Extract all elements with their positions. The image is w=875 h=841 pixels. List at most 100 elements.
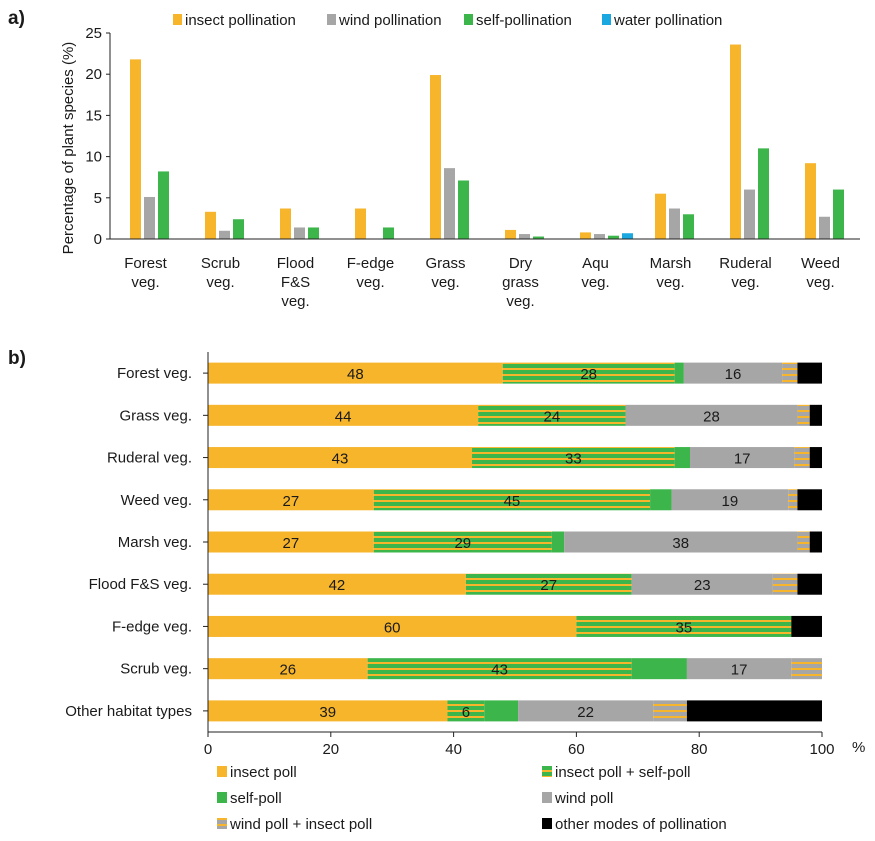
bar-wind-pollination-dry-grass-veg (519, 234, 530, 239)
data-label-insect-poll-self-poll-grass-veg: 24 (543, 408, 560, 425)
segment-wind-poll-insect-poll-scrub-veg (791, 658, 822, 680)
bar-wind-pollination-marsh-veg (669, 208, 680, 239)
bar-self-pollination-grass-veg (458, 180, 469, 239)
legend-swatch-insect-poll-self-poll (542, 766, 552, 777)
bar-insect-pollination-weed-veg (805, 163, 816, 239)
bar-self-pollination-dry-grass-veg (533, 236, 544, 239)
legend-label-self-poll: self-poll (230, 790, 282, 807)
panel-a-x-tick-label: Forest (124, 255, 167, 272)
segment-wind-poll-insect-poll-grass-veg (797, 404, 810, 426)
data-label-insect-poll-ruderal-veg: 43 (332, 451, 349, 468)
panel-b-bars: 48 28 16 44 24 28 43 33 17 27 45 19 27 29 38 42 27 23 60 35… (208, 362, 822, 722)
segment-other-modes-of-pollination-marsh-veg (809, 531, 822, 553)
segment-other-modes-of-pollination-ruderal-veg (809, 447, 822, 469)
segment-other-modes-of-pollination-grass-veg (809, 404, 822, 426)
bar-wind-pollination-weed-veg (819, 216, 830, 239)
panel-b-x-unit: % (852, 739, 865, 756)
panel-a-x-tick-label: F-edge (347, 255, 395, 272)
segment-insect-poll-other-habitat-types (208, 700, 448, 722)
panel-b-x-tick-label: 0 (204, 741, 212, 758)
bar-self-pollination-marsh-veg (683, 214, 694, 239)
segment-insect-poll-marsh-veg (208, 531, 374, 553)
panel-a-y-tick-label: 10 (85, 149, 102, 166)
segment-insect-poll-self-poll-f-edge-veg (576, 615, 792, 637)
panel-a-x-tick-label: veg. (731, 274, 759, 291)
segment-insect-poll-self-poll-ruderal-veg (472, 447, 675, 469)
segment-insect-poll-self-poll-marsh-veg (373, 531, 552, 553)
segment-self-poll-forest-veg (674, 362, 684, 384)
bar-water-pollination-aqu-veg (622, 233, 633, 239)
panel-b-x-tick-label: 100 (809, 741, 834, 758)
panel-b-x-tick-label: 80 (691, 741, 708, 758)
segment-wind-poll-insect-poll-forest-veg (782, 362, 798, 384)
panel-b-label: b) (8, 348, 26, 369)
segment-self-poll-other-habitat-types (484, 700, 519, 722)
segment-insect-poll-self-poll-flood-f-s-veg (465, 573, 632, 595)
data-label-wind-poll-marsh-veg: 38 (672, 535, 689, 552)
segment-wind-poll-weed-veg (671, 489, 789, 511)
panel-a-x-tick-label: Aqu (582, 255, 609, 272)
bar-insect-pollination-marsh-veg (655, 193, 666, 239)
data-label-insect-poll-forest-veg: 48 (347, 366, 364, 383)
panel-b-legend: insect poll insect poll + self-poll self-p… (217, 764, 727, 833)
panel-b-y-tick-label: Marsh veg. (118, 534, 192, 551)
segment-insect-poll-self-poll-weed-veg (373, 489, 651, 511)
bar-wind-pollination-forest-veg (144, 196, 155, 239)
data-label-insect-poll-self-poll-forest-veg: 28 (580, 366, 597, 383)
segment-wind-poll-insect-poll-ruderal-veg (794, 447, 810, 469)
segment-other-modes-of-pollination-forest-veg (797, 362, 822, 384)
legend-label-insect-poll-self-poll: insect poll + self-poll (555, 764, 690, 781)
segment-other-modes-of-pollination-other-habitat-types (686, 700, 822, 722)
segment-insect-poll-self-poll-forest-veg (502, 362, 675, 384)
data-label-insect-poll-self-poll-f-edge-veg: 35 (676, 619, 693, 636)
bar-wind-pollination-ruderal-veg (744, 189, 755, 239)
bar-wind-pollination-grass-veg (444, 168, 455, 239)
bar-self-pollination-forest-veg (158, 171, 169, 239)
panel-a-x-tick-label: Scrub (201, 255, 240, 272)
data-label-wind-poll-scrub-veg: 17 (731, 662, 748, 679)
data-label-insect-poll-marsh-veg: 27 (283, 535, 300, 552)
legend-label-wind-poll-insect-poll: wind poll + insect poll (229, 816, 372, 833)
panel-b-y-tick-label: Flood F&S veg. (89, 576, 192, 593)
data-label-wind-poll-weed-veg: 19 (722, 493, 739, 510)
segment-self-poll-ruderal-veg (674, 447, 690, 469)
data-label-wind-poll-grass-veg: 28 (703, 408, 720, 425)
segment-insect-poll-flood-f-s-veg (208, 573, 466, 595)
panel-b-y-tick-label: Forest veg. (117, 365, 192, 382)
panel-a-x-tick-label: Flood (277, 255, 315, 272)
panel-a-x-tick-label: veg. (431, 274, 459, 291)
bar-self-pollination-scrub-veg (233, 219, 244, 239)
panel-a-x-tick-label: veg. (581, 274, 609, 291)
bar-insect-pollination-ruderal-veg (730, 44, 741, 240)
panel-b-x-tick-labels: 0 20 40 60 80 100 (204, 741, 835, 758)
panel-a-x-tick-label: Weed (801, 255, 840, 272)
legend-swatch-wind-pollination (327, 14, 336, 25)
bar-insect-pollination-scrub-veg (205, 211, 216, 239)
data-label-insect-poll-self-poll-ruderal-veg: 33 (565, 451, 582, 468)
bar-insect-pollination-grass-veg (430, 75, 441, 239)
panel-a-x-tick-label: F&S (281, 274, 310, 291)
data-label-insect-poll-weed-veg: 27 (283, 493, 300, 510)
panel-a-y-tick-label: 5 (94, 190, 102, 207)
segment-insect-poll-self-poll-grass-veg (478, 404, 626, 426)
panel-b-x-tick-label: 40 (445, 741, 462, 758)
segment-other-modes-of-pollination-f-edge-veg (791, 615, 822, 637)
segment-insect-poll-self-poll-scrub-veg (367, 658, 632, 680)
segment-wind-poll-insect-poll-weed-veg (788, 489, 798, 511)
bar-self-pollination-aqu-veg (608, 235, 619, 239)
segment-wind-poll-scrub-veg (686, 658, 792, 680)
segment-wind-poll-grass-veg (625, 404, 798, 426)
segment-wind-poll-insect-poll-marsh-veg (797, 531, 810, 553)
bar-self-pollination-f-edge-veg (383, 227, 394, 239)
legend-label-other-modes-of-pollination: other modes of pollination (555, 816, 727, 833)
segment-self-poll-scrub-veg (631, 658, 687, 680)
data-label-wind-poll-forest-veg: 16 (725, 366, 742, 383)
legend-swatch-water-pollination (602, 14, 611, 25)
segment-insect-poll-self-poll-other-habitat-types (447, 700, 485, 722)
panel-a-x-tick-label: veg. (356, 274, 384, 291)
panel-b-y-tick-label: Scrub veg. (120, 661, 192, 678)
bar-self-pollination-ruderal-veg (758, 148, 769, 239)
panel-a-x-tick-label: Marsh (650, 255, 692, 272)
legend-label-insect-poll: insect poll (230, 764, 297, 781)
